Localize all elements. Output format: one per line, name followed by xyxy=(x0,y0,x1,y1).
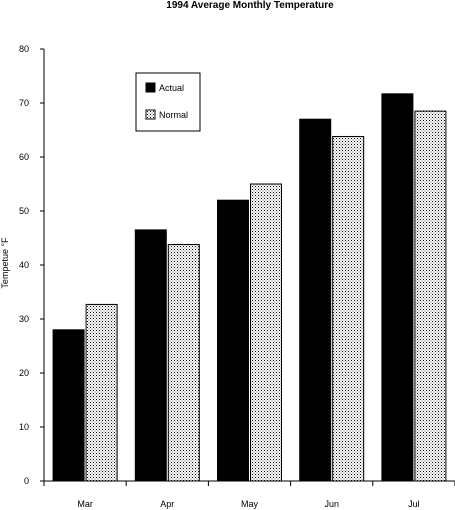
y-tick-label: 20 xyxy=(19,368,29,378)
bars xyxy=(52,93,447,482)
tick-labels: 0 10 20 30 40 50 60 70 80 Mar Apr May Jun Jul xyxy=(19,44,420,509)
y-tick-label: 70 xyxy=(19,98,29,108)
bar-actual-jun xyxy=(299,118,332,482)
legend: Actual Normal xyxy=(135,72,201,132)
bar-actual-apr xyxy=(134,229,167,482)
y-tick-label: 0 xyxy=(24,476,29,486)
x-tick-label: Jul xyxy=(408,499,420,509)
x-tick-label: May xyxy=(241,499,259,509)
y-tick-label: 10 xyxy=(19,422,29,432)
legend-swatch-normal xyxy=(145,109,156,120)
x-tick-label: Apr xyxy=(160,499,174,509)
bar-normal-apr xyxy=(167,243,200,482)
y-tick-label: 30 xyxy=(19,314,29,324)
legend-swatch-actual xyxy=(145,82,156,93)
y-tick-label: 40 xyxy=(19,260,29,270)
x-tick-label: Jun xyxy=(324,499,339,509)
bar-actual-may xyxy=(217,199,249,482)
bar-normal-mar xyxy=(85,303,118,482)
y-tick-label: 50 xyxy=(19,206,29,216)
bar-normal-jun xyxy=(332,135,365,482)
legend-label-normal: Normal xyxy=(159,110,188,120)
bar-actual-jul xyxy=(381,93,414,482)
x-tick-label: Mar xyxy=(77,499,93,509)
y-tick-label: 80 xyxy=(19,44,29,54)
y-axis-label: Tempetue °F xyxy=(0,237,10,289)
bar-actual-mar xyxy=(52,329,85,482)
legend-box xyxy=(135,72,201,132)
bar-normal-jul xyxy=(414,110,447,482)
bar-normal-may xyxy=(250,183,282,482)
chart-title: 1994 Average Monthly Temperature xyxy=(166,0,334,11)
y-tick-label: 60 xyxy=(19,152,29,162)
legend-label-actual: Actual xyxy=(159,83,184,93)
